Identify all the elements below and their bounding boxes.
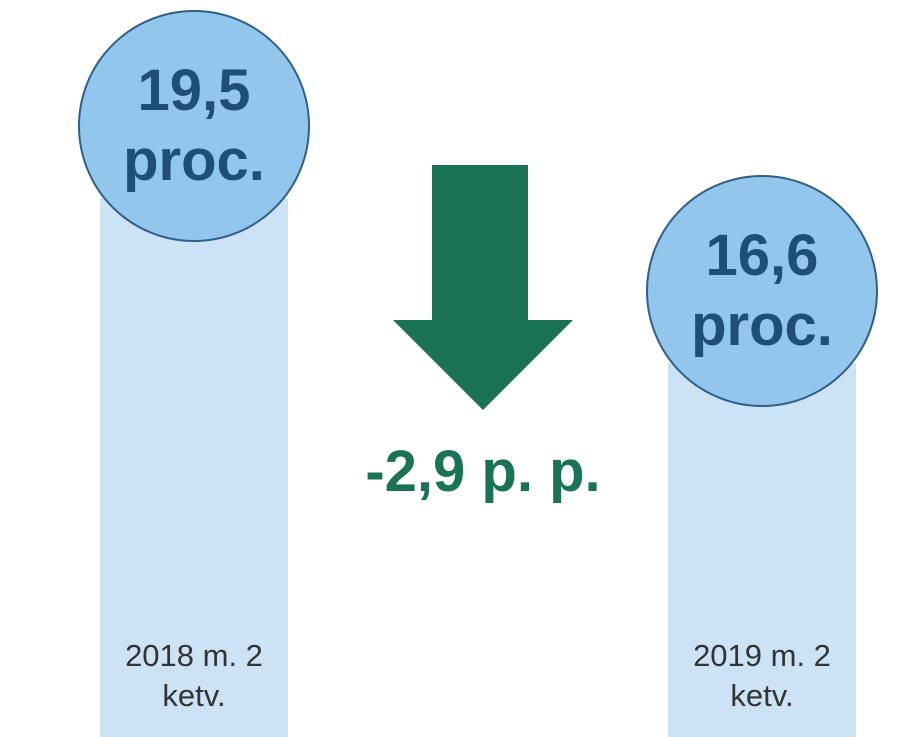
x-tick-label: 2019 m. 2 ketv. bbox=[693, 638, 831, 713]
value-label: 16,6 proc. bbox=[691, 222, 833, 358]
value-label: 19,5 proc. bbox=[123, 58, 265, 194]
bar bbox=[668, 362, 856, 737]
value-bubble: 19,5 proc. bbox=[78, 10, 310, 243]
bar bbox=[100, 198, 288, 737]
annotation: -2,9 p. p. bbox=[365, 439, 601, 504]
x-tick-label: 2018 m. 2 ketv. bbox=[125, 638, 263, 713]
down-arrow bbox=[393, 165, 573, 410]
value-bubble: 16,6 proc. bbox=[646, 174, 878, 407]
